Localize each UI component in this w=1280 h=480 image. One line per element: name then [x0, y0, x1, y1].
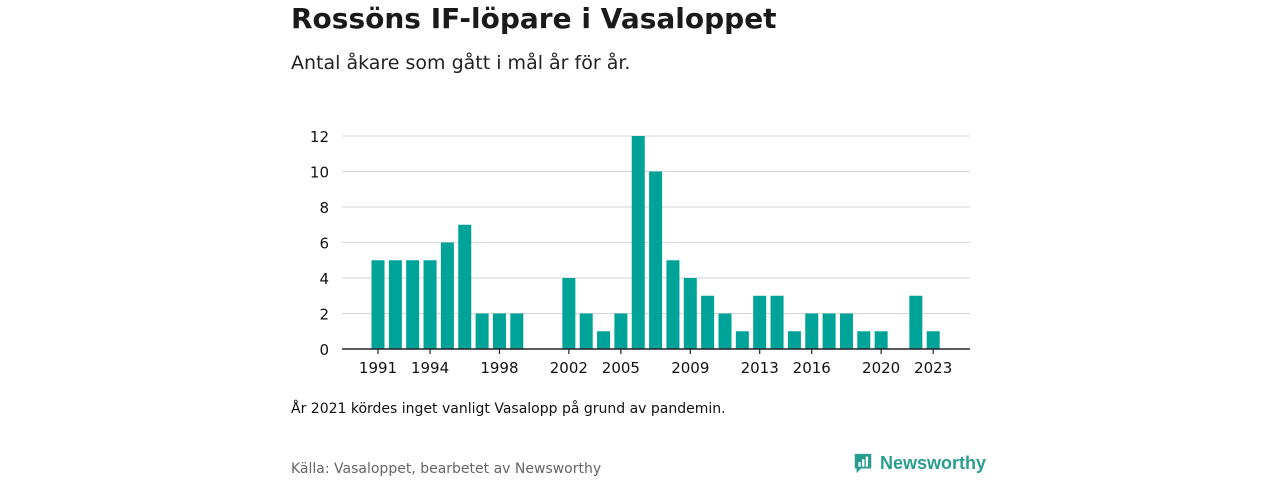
bar: [614, 313, 628, 349]
bar: [701, 295, 715, 349]
bar: [631, 136, 645, 349]
bar: [735, 331, 749, 349]
x-tick-label: 2016: [793, 359, 831, 377]
bar: [718, 313, 732, 349]
bar: [492, 313, 506, 349]
x-tick-label: 2005: [602, 359, 640, 377]
y-tick-label: 10: [310, 164, 329, 182]
bar: [805, 313, 819, 349]
bar: [440, 242, 454, 349]
bar: [579, 313, 593, 349]
x-tick-label: 1998: [480, 359, 518, 377]
bar: [371, 260, 385, 349]
bar: [909, 295, 923, 349]
bar: [787, 331, 801, 349]
x-tick-label: 2023: [914, 359, 952, 377]
x-tick-label: 1991: [359, 359, 397, 377]
bar: [857, 331, 871, 349]
bar: [822, 313, 836, 349]
bar: [562, 278, 576, 349]
bar: [666, 260, 680, 349]
bar-chart: 0 2 4 6 8 10 12 1991 1994 1998 2002 2005 2009 2013 20…: [310, 128, 970, 377]
y-tick-label: 6: [319, 235, 329, 253]
y-tick-label: 12: [310, 128, 329, 146]
x-tick-label: 2020: [862, 359, 900, 377]
bar: [770, 295, 784, 349]
bar: [510, 313, 524, 349]
bar: [683, 278, 697, 349]
bar: [475, 313, 489, 349]
bar: [839, 313, 853, 349]
x-tick-label: 2002: [550, 359, 588, 377]
bar: [753, 295, 767, 349]
bar: [458, 224, 472, 349]
x-tick-label: 1994: [411, 359, 449, 377]
bar: [406, 260, 420, 349]
bar: [597, 331, 611, 349]
bar: [388, 260, 402, 349]
brand-name: Newsworthy: [880, 452, 987, 473]
bar: [649, 171, 663, 349]
chart-title: Rossöns IF-löpare i Vasaloppet: [291, 2, 777, 35]
x-tick-label: 2013: [741, 359, 779, 377]
y-tick-label: 4: [319, 270, 329, 288]
x-tick-label: 2009: [671, 359, 709, 377]
source-text: Källa: Vasaloppet, bearbetet av Newswort…: [291, 461, 602, 477]
chart-note: År 2021 kördes inget vanligt Vasalopp på…: [291, 401, 726, 417]
y-tick-label: 2: [319, 306, 329, 324]
bar: [423, 260, 437, 349]
chart-subtitle: Antal åkare som gått i mål år för år.: [291, 52, 631, 74]
y-tick-label: 0: [319, 341, 329, 359]
newsworthy-brand: Newsworthy: [852, 452, 986, 474]
bar: [926, 331, 940, 349]
bar: [874, 331, 888, 349]
newsworthy-logo-icon: [854, 453, 872, 474]
y-tick-label: 8: [319, 199, 329, 217]
